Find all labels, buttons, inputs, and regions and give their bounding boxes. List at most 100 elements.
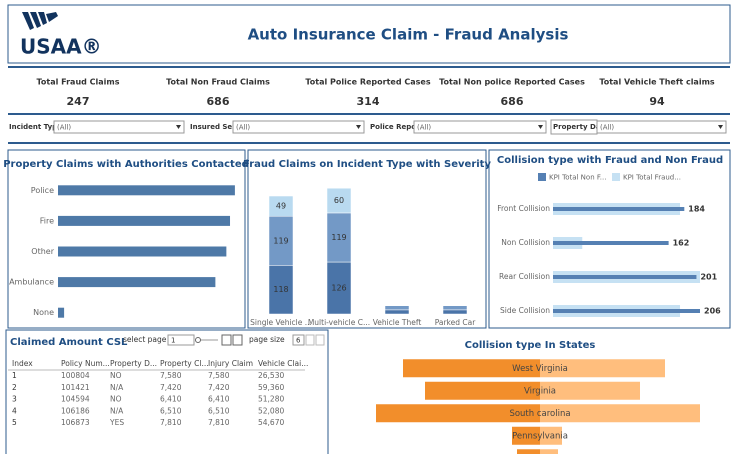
pager-next[interactable] [315, 334, 325, 346]
bar [540, 426, 562, 445]
table-cell: 52,080 [258, 406, 284, 415]
legend-swatch [538, 173, 546, 181]
data-label: 49 [276, 202, 286, 211]
bar [512, 426, 540, 445]
chart-title: Fraud Claims on Incident Type with Sever… [243, 159, 491, 170]
bar-segment [442, 309, 468, 315]
bar-label: South carolina [509, 409, 570, 419]
dropdown-arrow [176, 125, 181, 129]
panel-border [488, 149, 731, 329]
data-label: 118 [273, 285, 288, 294]
kpi-value: 94 [649, 95, 665, 108]
bar [517, 449, 540, 454]
legend-swatch [612, 173, 620, 181]
filter-label: Property Da... [553, 123, 608, 131]
kpi-label: Total Non police Reported Cases [439, 78, 585, 87]
bar [553, 309, 701, 313]
bar [425, 381, 540, 400]
bar-segment [384, 305, 410, 311]
table-cell: 6,410 [160, 395, 182, 404]
column-header: Property Cl... [160, 359, 209, 368]
panel-border [7, 149, 246, 329]
data-label: 126 [331, 284, 346, 293]
table-cell: 1 [12, 371, 17, 380]
bar [58, 277, 216, 288]
bar [553, 207, 685, 211]
table-cell: 6,410 [208, 395, 230, 404]
table-cell: 51,280 [258, 395, 284, 404]
filter-value: (All) [236, 124, 250, 132]
filter-label: Insured Sex [190, 123, 237, 131]
bar-label: Pennsylvania [512, 431, 568, 441]
chart-title: Collision type In States [465, 340, 596, 351]
y-tick-label: Police [31, 186, 54, 195]
pager-prev[interactable] [221, 334, 232, 346]
bar-segment [268, 215, 294, 266]
chart-title: Collision type with Fraud and Non Fraud [497, 155, 723, 166]
table-cell: 2 [12, 383, 17, 392]
page-input-value: 1 [171, 337, 175, 345]
filter-label: Police Repo... [370, 123, 424, 131]
bar [58, 246, 227, 257]
table-cell: 100804 [61, 371, 90, 380]
filter-label: Incident Type [9, 123, 62, 131]
x-tick-label: Vehicle Theft [373, 318, 422, 327]
filter-dropdown[interactable] [596, 120, 727, 134]
page-size-input[interactable] [292, 334, 305, 346]
bar-segment [268, 195, 294, 217]
table-cell: 54,670 [258, 418, 284, 427]
kpi-label: Total Police Reported Cases [305, 78, 430, 87]
bar [553, 275, 697, 279]
table-cell: 7,810 [208, 418, 230, 427]
table-cell: 6,510 [160, 406, 182, 415]
bar-segment [442, 305, 468, 311]
filter-value: (All) [57, 124, 71, 132]
bar [540, 449, 558, 454]
column-header: Policy Num... [61, 359, 110, 368]
kpi-value: 314 [357, 95, 380, 108]
column-header: Vehicle Clai... [258, 359, 308, 368]
pager-next[interactable] [232, 334, 243, 346]
filter-value: (All) [417, 124, 431, 132]
y-tick-label: None [33, 308, 54, 317]
slider-knob[interactable] [195, 337, 201, 343]
table-cell: 101421 [61, 383, 90, 392]
filter-dropdown[interactable] [53, 120, 185, 134]
table-cell: NO [110, 371, 122, 380]
data-label: 206 [704, 307, 721, 316]
bar [553, 241, 669, 245]
dropdown-arrow [356, 125, 361, 129]
bar-label: West Virginia [512, 364, 568, 374]
page-size-value: 6 [296, 337, 301, 345]
y-tick-label: Front Collision [497, 204, 550, 213]
y-tick-label: Side Collision [500, 306, 550, 315]
pager-label: select page [123, 335, 167, 344]
kpi-value: 247 [67, 95, 90, 108]
table-cell: 7,810 [160, 418, 182, 427]
y-tick-label: Fire [40, 216, 54, 225]
x-tick-label: Parked Car [435, 318, 477, 327]
filter-dropdown[interactable] [232, 120, 365, 134]
data-label: 201 [700, 273, 717, 282]
page-input[interactable] [167, 334, 195, 346]
filter-value: (All) [600, 124, 614, 132]
pager-prev[interactable] [305, 334, 315, 346]
kpi-value: 686 [501, 95, 524, 108]
y-tick-label: Other [31, 247, 54, 256]
data-label: 119 [331, 233, 346, 242]
y-tick-label: Non Collision [501, 238, 550, 247]
table-cell: YES [109, 418, 124, 427]
data-label: 119 [273, 236, 288, 245]
legend-label: KPI Total Non F... [549, 174, 606, 182]
bar [58, 185, 235, 196]
kpi-value: 686 [207, 95, 230, 108]
bar-segment [268, 265, 294, 315]
table-cell: 6,510 [208, 406, 230, 415]
bar-segment [326, 187, 352, 214]
table-cell: 7,580 [208, 371, 230, 380]
filter-dropdown[interactable] [413, 120, 547, 134]
table-cell: 7,580 [160, 371, 182, 380]
bar-segment [384, 309, 410, 315]
table-cell: N/A [110, 406, 124, 415]
data-label: 184 [688, 205, 705, 214]
